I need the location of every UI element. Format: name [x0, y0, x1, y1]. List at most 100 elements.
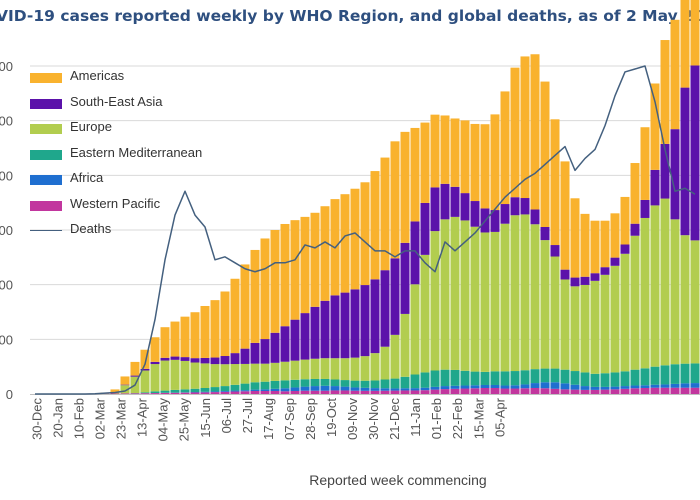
bar-africa — [500, 385, 510, 389]
bar-africa — [400, 388, 410, 391]
bar-western-pacific — [470, 388, 480, 394]
x-tick-label: 30-Nov — [366, 398, 381, 440]
bar-africa — [620, 386, 630, 389]
bar-africa — [340, 386, 350, 391]
bar-western-pacific — [390, 390, 400, 394]
bar-africa — [580, 386, 590, 390]
legend-item-south-east-asia: South-East Asia — [30, 92, 270, 118]
bar-western-pacific — [440, 389, 450, 394]
bar-americas — [290, 220, 300, 320]
legend-swatch-europe — [30, 124, 62, 134]
bar-europe — [610, 265, 620, 373]
bar-western-pacific — [140, 393, 150, 394]
bar-europe — [310, 358, 320, 379]
bar-eastern-mediterranean — [630, 369, 640, 386]
bar-south-east-asia — [240, 348, 250, 364]
bar-south-east-asia — [430, 187, 440, 232]
bar-europe — [690, 240, 700, 364]
bar-europe — [150, 364, 160, 392]
bar-eastern-mediterranean — [340, 380, 350, 387]
deaths-line — [35, 65, 696, 395]
bar-eastern-mediterranean — [560, 369, 570, 384]
y-tick-label: 00 — [0, 223, 13, 238]
x-tick-label: 10-Feb — [72, 398, 87, 439]
bar-western-pacific — [430, 389, 440, 394]
x-tick-label: 01-Feb — [429, 398, 444, 439]
bar-europe — [340, 358, 350, 381]
bar-eastern-mediterranean — [350, 380, 360, 388]
bar-eastern-mediterranean — [480, 371, 490, 385]
bar-americas — [160, 327, 170, 358]
bar-south-east-asia — [660, 143, 670, 199]
bar-south-east-asia — [230, 353, 240, 365]
bar-africa — [460, 385, 470, 389]
bar-western-pacific — [220, 391, 230, 394]
bar-south-east-asia — [500, 204, 510, 224]
bar-europe — [300, 359, 310, 380]
bar-europe — [480, 232, 490, 372]
bar-africa — [690, 383, 700, 388]
bar-europe — [390, 334, 400, 379]
bar-africa — [590, 386, 600, 390]
bar-eastern-mediterranean — [320, 378, 330, 386]
bar-africa — [640, 385, 650, 388]
bar-americas — [140, 349, 150, 369]
bar-south-east-asia — [340, 292, 350, 359]
bar-western-pacific — [660, 387, 670, 394]
bar-americas — [680, 0, 690, 88]
x-tick-label: 25-May — [177, 398, 192, 442]
x-tick-label: 17-Aug — [261, 398, 276, 440]
bar-europe — [420, 254, 430, 373]
bar-europe — [370, 353, 380, 381]
bar-africa — [610, 386, 620, 390]
bar-western-pacific — [450, 388, 460, 394]
bar-south-east-asia — [510, 197, 520, 216]
bar-eastern-mediterranean — [460, 370, 470, 386]
legend-swatch-south-east-asia — [30, 98, 62, 109]
bar-south-east-asia — [380, 270, 390, 347]
bar-africa — [600, 386, 610, 390]
bar-western-pacific — [550, 388, 560, 394]
legend-label-eastern-mediterranean: Eastern Mediterranean — [70, 144, 203, 160]
bar-europe — [560, 279, 570, 370]
bar-africa — [630, 385, 640, 389]
bar-western-pacific — [410, 390, 420, 394]
bar-south-east-asia — [470, 201, 480, 227]
bar-south-east-asia — [570, 277, 580, 287]
bar-south-east-asia — [680, 87, 690, 236]
bar-eastern-mediterranean — [410, 374, 420, 389]
bar-western-pacific — [520, 388, 530, 394]
bar-europe — [470, 226, 480, 372]
bar-eastern-mediterranean — [260, 381, 270, 390]
bar-europe — [400, 313, 410, 377]
bar-south-east-asia — [150, 361, 160, 365]
bar-western-pacific — [400, 390, 410, 394]
bar-western-pacific — [160, 392, 170, 394]
bar-western-pacific — [300, 390, 310, 394]
legend-item-western-pacific: Western Pacific — [30, 194, 270, 220]
bar-americas — [110, 389, 120, 393]
bar-africa — [530, 383, 540, 388]
legend-item-africa: Africa — [30, 168, 270, 194]
bar-europe — [520, 214, 530, 371]
bar-europe — [630, 235, 640, 370]
y-tick-label: 00 — [0, 59, 13, 74]
x-tick-label: 22-Feb — [450, 398, 465, 439]
bar-africa — [490, 384, 500, 388]
bar-americas — [600, 220, 610, 268]
bar-western-pacific — [620, 388, 630, 394]
bar-eastern-mediterranean — [440, 369, 450, 387]
y-tick-label: 00 — [0, 278, 13, 293]
bar-western-pacific — [260, 390, 270, 394]
bar-europe — [200, 363, 210, 388]
bar-africa — [230, 390, 240, 392]
bar-western-pacific — [150, 393, 160, 394]
bar-americas — [490, 114, 500, 211]
bar-africa — [560, 383, 570, 390]
bar-americas — [570, 198, 580, 278]
bar-americas — [340, 194, 350, 293]
bar-western-pacific — [670, 387, 680, 394]
bar-south-east-asia — [650, 169, 660, 206]
bar-europe — [290, 360, 300, 380]
bar-western-pacific — [490, 387, 500, 394]
